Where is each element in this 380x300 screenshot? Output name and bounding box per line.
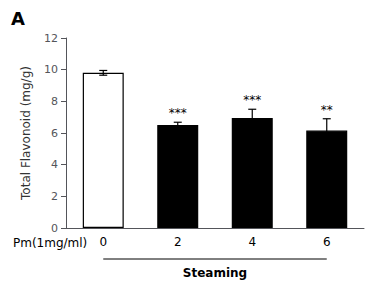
svg-text:2: 2 (51, 190, 58, 203)
svg-text:6: 6 (51, 127, 58, 140)
svg-text:8: 8 (51, 95, 58, 108)
svg-text:10: 10 (44, 63, 58, 76)
svg-text:0: 0 (51, 222, 58, 235)
svg-text:4: 4 (248, 235, 256, 249)
svg-text:2: 2 (174, 235, 182, 249)
svg-text:Pm(1mg/ml): Pm(1mg/ml) (13, 236, 87, 250)
svg-text:4: 4 (51, 158, 58, 171)
svg-text:A: A (11, 8, 25, 29)
svg-text:0: 0 (99, 235, 107, 249)
svg-text:Steaming: Steaming (183, 266, 247, 280)
svg-text:6: 6 (323, 235, 331, 249)
svg-text:***: *** (169, 106, 187, 120)
svg-text:**: ** (321, 103, 333, 117)
svg-text:Total Flavonoid (mg/g): Total Flavonoid (mg/g) (19, 66, 33, 201)
svg-text:12: 12 (44, 32, 58, 45)
svg-text:***: *** (243, 93, 261, 107)
